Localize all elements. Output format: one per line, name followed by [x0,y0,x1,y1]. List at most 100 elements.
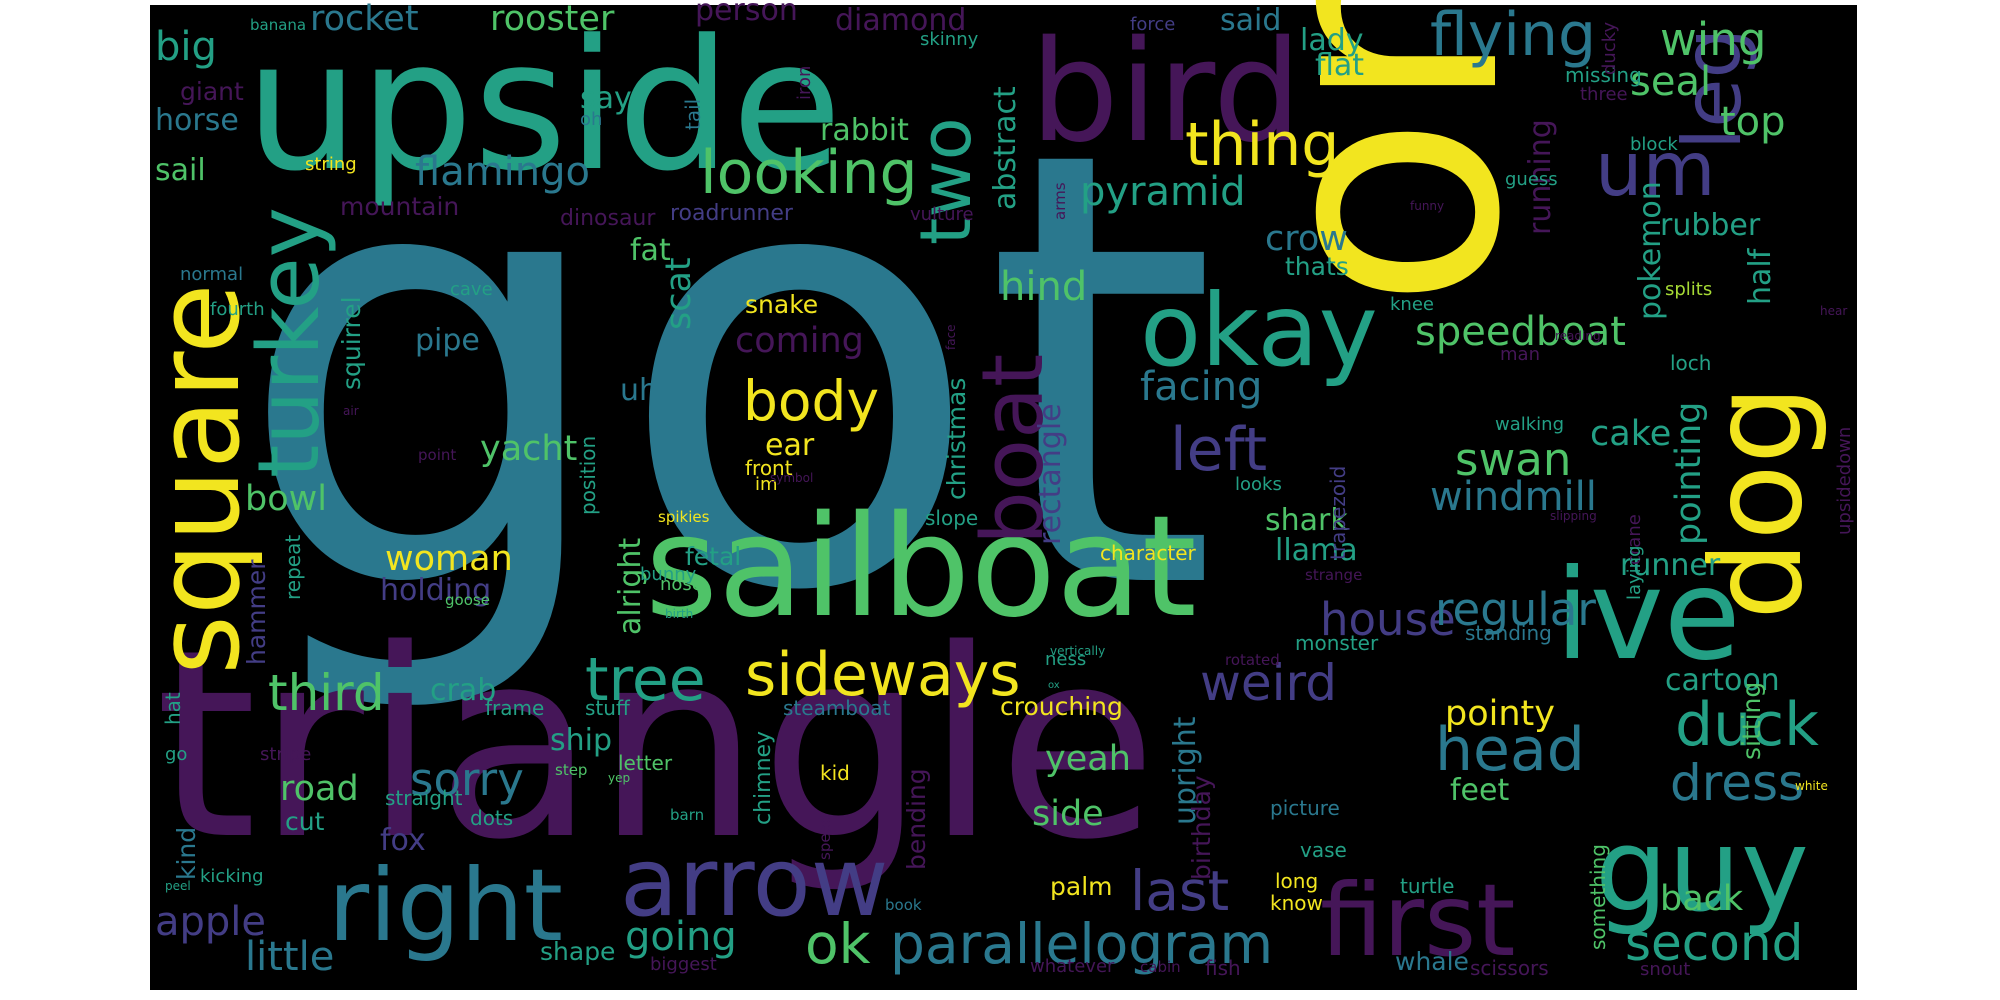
word-snout: snout [1640,959,1690,980]
word-uh: uh [620,373,658,408]
word-biggest: biggest [650,954,717,975]
word-going: going [625,914,737,960]
word-rectangle: rectangle [1033,403,1068,545]
word-cabin: cabin [1140,958,1181,976]
word-looks: looks [1235,474,1282,495]
word-crab: crab [430,673,496,708]
word-scissors: scissors [1470,956,1549,980]
word-vertically: vertically [1050,644,1105,658]
word-missing: missing [1565,63,1642,87]
word-dots: dots [470,806,513,830]
word-stuff: stuff [585,696,631,720]
word-dress: dress [1670,754,1804,812]
word-cave: cave [450,279,493,300]
word-sideways: sideways [745,640,1021,710]
word-character: character [1100,541,1197,565]
word-face: face [944,324,958,350]
word-shape: shape [540,937,615,966]
word-crane: crane [1624,514,1645,565]
word-rooster: rooster [490,0,615,39]
word-long: long [1275,869,1318,893]
word-ship: ship [550,723,612,758]
word-parallelogram: parallelogram [890,912,1273,976]
word-ear: ear [765,428,815,463]
word-reading: reading [1555,329,1601,343]
word-kid: kid [820,761,850,785]
word-birth: birth [665,607,693,621]
word-upside: upside [245,2,842,211]
word-rubber: rubber [1660,208,1761,243]
word-turtle: turtle [1400,874,1454,898]
word-standing: standing [1465,621,1552,645]
word-crouching: crouching [1000,692,1123,721]
word-apple: apple [155,899,266,945]
word-left: left [1170,415,1267,485]
word-splits: splits [1665,279,1712,300]
word-whale: whale [1395,947,1469,976]
word-boat: boat [964,354,1063,545]
word-rotated: rotated [1225,651,1280,669]
word-fox: fox [380,823,426,858]
word-looking: looking [700,138,918,208]
word-barn: barn [670,806,704,824]
word-guy: guy [1595,804,1809,938]
word-something: something [1586,844,1610,950]
word-mountain: mountain [340,192,459,221]
cloud-background [150,5,1857,990]
word-runner: runner [1620,548,1721,583]
word-bird: bird [1030,11,1302,174]
word-vulture: vulture [910,204,974,225]
word-kind: kind [172,827,201,880]
word-sailboat: sailboat [645,486,1197,649]
word-christmas: christmas [942,378,971,500]
word-cut: cut [285,807,325,836]
word-one: one [1199,0,1571,310]
word-flamingo: flamingo [415,149,590,195]
word-square: square [132,283,266,675]
word-step: step [555,761,587,779]
word-woman: woman [385,539,513,579]
word-top: top [1720,99,1786,145]
word-ox: ox [1048,680,1060,691]
word-birthday: birthday [1187,775,1216,880]
word-straight: straight [385,786,463,810]
word-point: point [418,446,456,464]
word-banana: banana [250,16,306,34]
word-pointing: pointing [1669,402,1709,545]
word-sorry: sorry [410,753,524,806]
word-rocket: rocket [310,0,419,39]
word-llama: llama [1275,533,1358,568]
word-book: book [885,896,922,914]
word-walking: walking [1495,414,1564,435]
word-fetal: fetal [685,542,741,571]
word-tail: tail [681,99,705,130]
word-little: little [245,934,334,980]
word-know: know [1270,891,1323,915]
word-palm: palm [1050,872,1113,901]
word-oh: oh [580,109,602,130]
word-seal: seal [1630,59,1711,105]
word-front: front [745,456,793,480]
word-white: white [1795,779,1828,793]
word-hear: hear [1820,304,1847,318]
word-guess: guess [1505,169,1558,190]
word-nose: nose [660,574,703,595]
word-iron: iron [794,66,815,100]
word-force: force [1130,14,1175,35]
word-got: got [235,23,1218,722]
word-horse: horse [155,103,239,138]
word-steamboat: steamboat [783,696,890,720]
word-upright: upright [1168,716,1203,825]
word-three: three [1580,84,1628,105]
word-feet: feet [1450,773,1509,808]
word-swan: swan [1455,433,1571,486]
word-windmill: windmill [1430,474,1597,520]
word-giant: giant [180,77,244,106]
word-regular: regular [1435,583,1596,636]
word-facing: facing [1140,364,1262,410]
word-leg: leg [1666,28,1759,150]
word-flying: flying [1430,0,1596,70]
word-sail: sail [155,153,206,188]
